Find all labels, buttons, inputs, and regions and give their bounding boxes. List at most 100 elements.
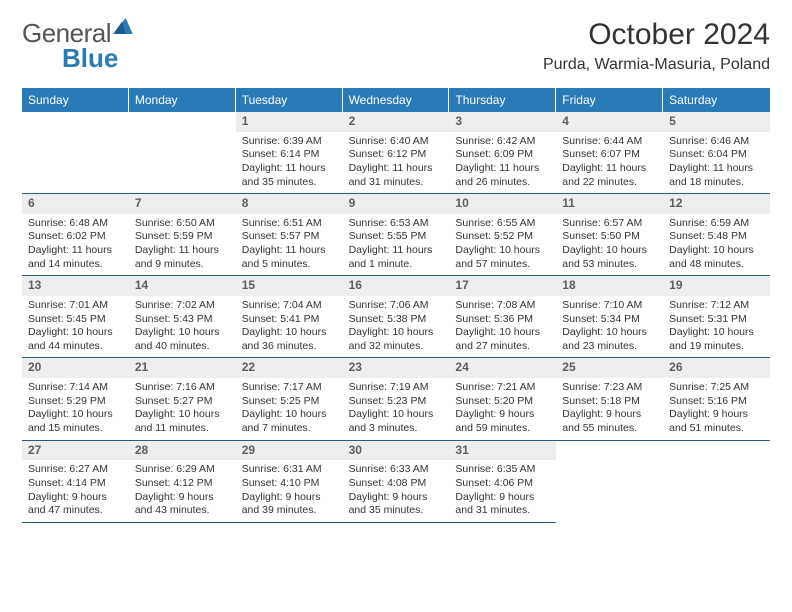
calendar-cell-day: 10Sunrise: 6:55 AMSunset: 5:52 PMDayligh… [449,194,556,276]
day-number: 6 [22,194,129,214]
daylight-text: Daylight: 10 hours and 32 minutes. [349,326,444,353]
daylight-text: Daylight: 10 hours and 11 minutes. [135,408,230,435]
sunrise-text: Sunrise: 7:10 AM [562,299,657,313]
calendar-cell-day: 19Sunrise: 7:12 AMSunset: 5:31 PMDayligh… [663,276,770,358]
day-number: 23 [343,358,450,378]
day-details: Sunrise: 7:25 AMSunset: 5:16 PMDaylight:… [663,378,770,440]
day-details: Sunrise: 6:53 AMSunset: 5:55 PMDaylight:… [343,214,450,276]
day-number: 10 [449,194,556,214]
daylight-text: Daylight: 10 hours and 57 minutes. [455,244,550,271]
day-number: 14 [129,276,236,296]
sunrise-text: Sunrise: 7:06 AM [349,299,444,313]
dayhead-thursday: Thursday [449,88,556,112]
calendar-cell-day: 9Sunrise: 6:53 AMSunset: 5:55 PMDaylight… [343,194,450,276]
sunset-text: Sunset: 4:06 PM [455,477,550,491]
day-number: 5 [663,112,770,132]
day-number: 7 [129,194,236,214]
sunset-text: Sunset: 4:12 PM [135,477,230,491]
sunrise-text: Sunrise: 7:02 AM [135,299,230,313]
dayhead-friday: Friday [556,88,663,112]
sunrise-text: Sunrise: 6:27 AM [28,463,123,477]
sunrise-text: Sunrise: 7:01 AM [28,299,123,313]
sunset-text: Sunset: 5:43 PM [135,313,230,327]
sunrise-text: Sunrise: 6:48 AM [28,217,123,231]
day-details: Sunrise: 6:48 AMSunset: 6:02 PMDaylight:… [22,214,129,276]
sunrise-text: Sunrise: 6:39 AM [242,135,337,149]
day-details: Sunrise: 6:42 AMSunset: 6:09 PMDaylight:… [449,132,556,194]
sunset-text: Sunset: 5:18 PM [562,395,657,409]
day-number: 22 [236,358,343,378]
daylight-text: Daylight: 10 hours and 19 minutes. [669,326,764,353]
sunset-text: Sunset: 6:09 PM [455,148,550,162]
sunrise-text: Sunrise: 6:51 AM [242,217,337,231]
day-details: Sunrise: 6:55 AMSunset: 5:52 PMDaylight:… [449,214,556,276]
sunset-text: Sunset: 5:20 PM [455,395,550,409]
day-number: 13 [22,276,129,296]
calendar-cell-day: 1Sunrise: 6:39 AMSunset: 6:14 PMDaylight… [236,112,343,194]
day-number: 31 [449,441,556,461]
sunset-text: Sunset: 5:45 PM [28,313,123,327]
daylight-text: Daylight: 10 hours and 40 minutes. [135,326,230,353]
sunset-text: Sunset: 6:14 PM [242,148,337,162]
calendar-cell-day: 30Sunrise: 6:33 AMSunset: 4:08 PMDayligh… [343,441,450,523]
calendar-cell-empty: . [129,112,236,194]
calendar-cell-day: 2Sunrise: 6:40 AMSunset: 6:12 PMDaylight… [343,112,450,194]
day-details: Sunrise: 6:40 AMSunset: 6:12 PMDaylight:… [343,132,450,194]
daylight-text: Daylight: 10 hours and 44 minutes. [28,326,123,353]
dayhead-saturday: Saturday [663,88,770,112]
calendar-cell-day: 8Sunrise: 6:51 AMSunset: 5:57 PMDaylight… [236,194,343,276]
sunset-text: Sunset: 5:25 PM [242,395,337,409]
sunrise-text: Sunrise: 6:57 AM [562,217,657,231]
sunset-text: Sunset: 5:29 PM [28,395,123,409]
day-details: Sunrise: 7:01 AMSunset: 5:45 PMDaylight:… [22,296,129,358]
sunset-text: Sunset: 4:08 PM [349,477,444,491]
sunrise-text: Sunrise: 6:55 AM [455,217,550,231]
day-details: Sunrise: 6:35 AMSunset: 4:06 PMDaylight:… [449,460,556,522]
daylight-text: Daylight: 11 hours and 31 minutes. [349,162,444,189]
sunrise-text: Sunrise: 7:17 AM [242,381,337,395]
daylight-text: Daylight: 9 hours and 55 minutes. [562,408,657,435]
calendar-cell-day: 13Sunrise: 7:01 AMSunset: 5:45 PMDayligh… [22,276,129,358]
calendar-cell-day: 22Sunrise: 7:17 AMSunset: 5:25 PMDayligh… [236,358,343,440]
day-number: 16 [343,276,450,296]
sunset-text: Sunset: 5:52 PM [455,230,550,244]
month-title: October 2024 [543,18,770,52]
day-number: 12 [663,194,770,214]
sunrise-text: Sunrise: 7:08 AM [455,299,550,313]
day-number: 3 [449,112,556,132]
calendar-cell-day: 15Sunrise: 7:04 AMSunset: 5:41 PMDayligh… [236,276,343,358]
calendar-grid: Sunday Monday Tuesday Wednesday Thursday… [22,88,770,112]
sunrise-text: Sunrise: 6:33 AM [349,463,444,477]
daylight-text: Daylight: 9 hours and 47 minutes. [28,491,123,518]
calendar-cell-day: 26Sunrise: 7:25 AMSunset: 5:16 PMDayligh… [663,358,770,440]
sunset-text: Sunset: 5:16 PM [669,395,764,409]
daylight-text: Daylight: 10 hours and 7 minutes. [242,408,337,435]
day-details: Sunrise: 6:31 AMSunset: 4:10 PMDaylight:… [236,460,343,522]
day-details: Sunrise: 7:14 AMSunset: 5:29 PMDaylight:… [22,378,129,440]
day-details: Sunrise: 6:29 AMSunset: 4:12 PMDaylight:… [129,460,236,522]
sunrise-text: Sunrise: 7:04 AM [242,299,337,313]
sunset-text: Sunset: 5:23 PM [349,395,444,409]
day-number: 21 [129,358,236,378]
day-details: Sunrise: 6:27 AMSunset: 4:14 PMDaylight:… [22,460,129,522]
sunset-text: Sunset: 5:38 PM [349,313,444,327]
location-text: Purda, Warmia-Masuria, Poland [543,56,770,74]
day-number: 15 [236,276,343,296]
sunrise-text: Sunrise: 6:31 AM [242,463,337,477]
calendar-cell-day: 4Sunrise: 6:44 AMSunset: 6:07 PMDaylight… [556,112,663,194]
day-number: 18 [556,276,663,296]
day-number: 4 [556,112,663,132]
day-details: Sunrise: 7:02 AMSunset: 5:43 PMDaylight:… [129,296,236,358]
sunrise-text: Sunrise: 7:14 AM [28,381,123,395]
day-details: Sunrise: 7:17 AMSunset: 5:25 PMDaylight:… [236,378,343,440]
day-number: 30 [343,441,450,461]
daylight-text: Daylight: 9 hours and 39 minutes. [242,491,337,518]
calendar-cell-day: 18Sunrise: 7:10 AMSunset: 5:34 PMDayligh… [556,276,663,358]
day-details: Sunrise: 7:08 AMSunset: 5:36 PMDaylight:… [449,296,556,358]
day-details: Sunrise: 7:06 AMSunset: 5:38 PMDaylight:… [343,296,450,358]
calendar-cell-day: 16Sunrise: 7:06 AMSunset: 5:38 PMDayligh… [343,276,450,358]
calendar-cell-day: 25Sunrise: 7:23 AMSunset: 5:18 PMDayligh… [556,358,663,440]
daylight-text: Daylight: 10 hours and 23 minutes. [562,326,657,353]
calendar-cell-day: 24Sunrise: 7:21 AMSunset: 5:20 PMDayligh… [449,358,556,440]
daylight-text: Daylight: 9 hours and 51 minutes. [669,408,764,435]
